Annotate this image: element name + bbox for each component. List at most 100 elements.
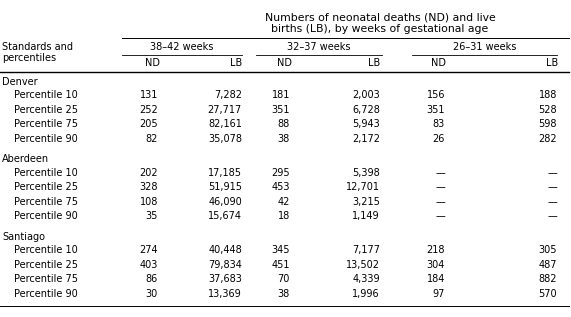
Text: Percentile 10: Percentile 10	[14, 168, 78, 178]
Text: 18: 18	[278, 211, 290, 221]
Text: Aberdeen: Aberdeen	[2, 154, 49, 164]
Text: Percentile 75: Percentile 75	[14, 197, 78, 207]
Text: percentiles: percentiles	[2, 53, 56, 63]
Text: 108: 108	[140, 197, 158, 207]
Text: Santiago: Santiago	[2, 232, 45, 242]
Text: 882: 882	[538, 274, 557, 284]
Text: 351: 351	[271, 105, 290, 115]
Text: 32–37 weeks: 32–37 weeks	[287, 42, 351, 52]
Text: 1,996: 1,996	[352, 288, 380, 299]
Text: 328: 328	[139, 182, 158, 192]
Text: 82: 82	[146, 134, 158, 144]
Text: 202: 202	[139, 168, 158, 178]
Text: 88: 88	[278, 119, 290, 129]
Text: Numbers of neonatal deaths (ND) and live: Numbers of neonatal deaths (ND) and live	[264, 12, 496, 22]
Text: 26–31 weeks: 26–31 weeks	[453, 42, 516, 52]
Text: 528: 528	[538, 105, 557, 115]
Text: —: —	[547, 211, 557, 221]
Text: LB: LB	[546, 58, 558, 68]
Text: 5,398: 5,398	[352, 168, 380, 178]
Text: Percentile 90: Percentile 90	[14, 134, 78, 144]
Text: 131: 131	[140, 90, 158, 100]
Text: Percentile 10: Percentile 10	[14, 90, 78, 100]
Text: 487: 487	[538, 260, 557, 269]
Text: 7,282: 7,282	[214, 90, 242, 100]
Text: 37,683: 37,683	[208, 274, 242, 284]
Text: 2,172: 2,172	[352, 134, 380, 144]
Text: LB: LB	[368, 58, 380, 68]
Text: ND: ND	[431, 58, 445, 68]
Text: 274: 274	[139, 245, 158, 255]
Text: 27,717: 27,717	[208, 105, 242, 115]
Text: 181: 181	[272, 90, 290, 100]
Text: 453: 453	[271, 182, 290, 192]
Text: 305: 305	[538, 245, 557, 255]
Text: 304: 304	[427, 260, 445, 269]
Text: 156: 156	[427, 90, 445, 100]
Text: 35: 35	[146, 211, 158, 221]
Text: 2,003: 2,003	[352, 90, 380, 100]
Text: —: —	[435, 197, 445, 207]
Text: Percentile 10: Percentile 10	[14, 245, 78, 255]
Text: 205: 205	[139, 119, 158, 129]
Text: 51,915: 51,915	[208, 182, 242, 192]
Text: 46,090: 46,090	[208, 197, 242, 207]
Text: 97: 97	[433, 288, 445, 299]
Text: Percentile 25: Percentile 25	[14, 182, 78, 192]
Text: 252: 252	[139, 105, 158, 115]
Text: 4,339: 4,339	[352, 274, 380, 284]
Text: 218: 218	[427, 245, 445, 255]
Text: 86: 86	[146, 274, 158, 284]
Text: 38–42 weeks: 38–42 weeks	[150, 42, 214, 52]
Text: LB: LB	[230, 58, 242, 68]
Text: Percentile 75: Percentile 75	[14, 274, 78, 284]
Text: 1,149: 1,149	[352, 211, 380, 221]
Text: Percentile 25: Percentile 25	[14, 260, 78, 269]
Text: 451: 451	[271, 260, 290, 269]
Text: Denver: Denver	[2, 77, 38, 87]
Text: 83: 83	[433, 119, 445, 129]
Text: Percentile 90: Percentile 90	[14, 211, 78, 221]
Text: 13,369: 13,369	[208, 288, 242, 299]
Text: 345: 345	[271, 245, 290, 255]
Text: 295: 295	[271, 168, 290, 178]
Text: —: —	[547, 168, 557, 178]
Text: 6,728: 6,728	[352, 105, 380, 115]
Text: 7,177: 7,177	[352, 245, 380, 255]
Text: ND: ND	[144, 58, 159, 68]
Text: 5,943: 5,943	[352, 119, 380, 129]
Text: ND: ND	[276, 58, 292, 68]
Text: 15,674: 15,674	[208, 211, 242, 221]
Text: 38: 38	[278, 134, 290, 144]
Text: 598: 598	[538, 119, 557, 129]
Text: Standards and: Standards and	[2, 42, 73, 52]
Text: —: —	[435, 211, 445, 221]
Text: 40,448: 40,448	[208, 245, 242, 255]
Text: 351: 351	[427, 105, 445, 115]
Text: 570: 570	[538, 288, 557, 299]
Text: 13,502: 13,502	[346, 260, 380, 269]
Text: —: —	[547, 197, 557, 207]
Text: 12,701: 12,701	[346, 182, 380, 192]
Text: 184: 184	[427, 274, 445, 284]
Text: 70: 70	[278, 274, 290, 284]
Text: 38: 38	[278, 288, 290, 299]
Text: births (LB), by weeks of gestational age: births (LB), by weeks of gestational age	[271, 24, 489, 34]
Text: 188: 188	[538, 90, 557, 100]
Text: 42: 42	[278, 197, 290, 207]
Text: —: —	[435, 168, 445, 178]
Text: 79,834: 79,834	[208, 260, 242, 269]
Text: Percentile 25: Percentile 25	[14, 105, 78, 115]
Text: 3,215: 3,215	[352, 197, 380, 207]
Text: 282: 282	[538, 134, 557, 144]
Text: 82,161: 82,161	[208, 119, 242, 129]
Text: 30: 30	[146, 288, 158, 299]
Text: 403: 403	[140, 260, 158, 269]
Text: 35,078: 35,078	[208, 134, 242, 144]
Text: —: —	[547, 182, 557, 192]
Text: 17,185: 17,185	[208, 168, 242, 178]
Text: —: —	[435, 182, 445, 192]
Text: Percentile 75: Percentile 75	[14, 119, 78, 129]
Text: 26: 26	[433, 134, 445, 144]
Text: Percentile 90: Percentile 90	[14, 288, 78, 299]
